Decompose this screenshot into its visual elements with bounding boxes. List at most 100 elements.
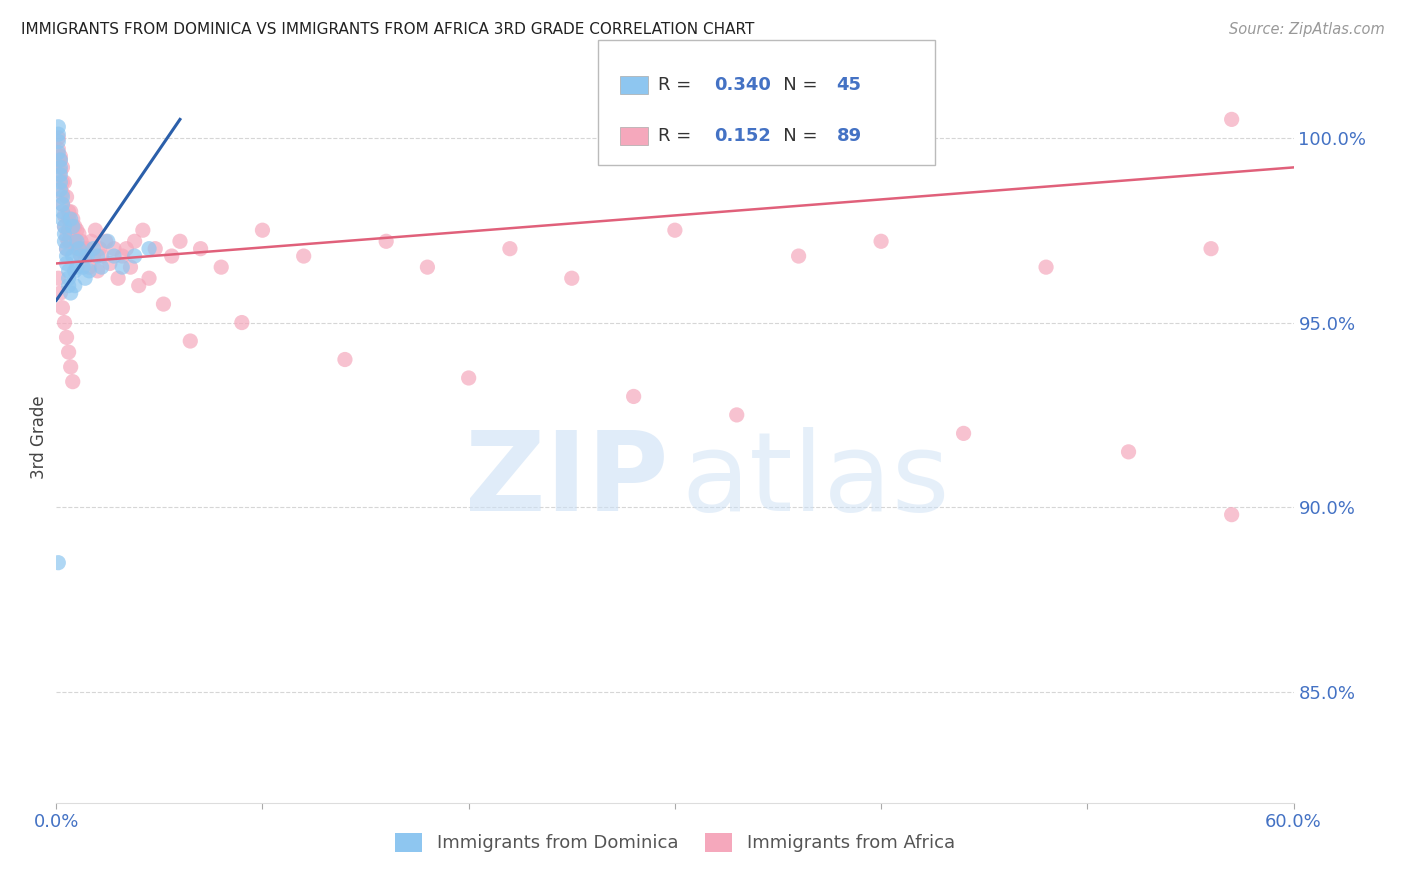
Point xyxy=(51,190,73,204)
Point xyxy=(55,249,77,263)
Point xyxy=(152,297,174,311)
Point xyxy=(94,235,117,249)
Legend: Immigrants from Dominica, Immigrants from Africa: Immigrants from Dominica, Immigrants fro… xyxy=(388,826,962,860)
Point xyxy=(86,264,108,278)
Point xyxy=(82,242,104,256)
Point xyxy=(49,153,72,167)
Point xyxy=(77,260,100,274)
Point xyxy=(70,249,93,263)
Point xyxy=(111,260,134,274)
Point xyxy=(75,271,97,285)
Text: Source: ZipAtlas.com: Source: ZipAtlas.com xyxy=(1229,22,1385,37)
Point xyxy=(58,264,80,278)
Point xyxy=(72,260,94,274)
Point xyxy=(55,230,77,244)
Point xyxy=(62,227,84,241)
Point xyxy=(86,249,108,263)
Point xyxy=(55,242,77,256)
Point xyxy=(66,260,89,274)
Point xyxy=(53,316,76,330)
Text: 89: 89 xyxy=(837,128,862,145)
Point xyxy=(62,249,84,263)
Point xyxy=(51,197,73,211)
Point xyxy=(62,219,84,234)
Point xyxy=(63,278,86,293)
Point xyxy=(90,249,112,263)
Point xyxy=(120,260,142,274)
Point xyxy=(89,242,111,256)
Point xyxy=(375,235,398,249)
Point xyxy=(55,190,77,204)
Point xyxy=(62,212,84,227)
Point xyxy=(53,209,76,223)
Text: R =: R = xyxy=(658,128,697,145)
Point xyxy=(1035,260,1057,274)
Point xyxy=(952,426,974,441)
Point xyxy=(143,242,166,256)
Point xyxy=(51,197,73,211)
Text: 0.340: 0.340 xyxy=(714,76,770,94)
Point xyxy=(115,242,138,256)
Point xyxy=(107,271,129,285)
Point xyxy=(132,223,155,237)
Point xyxy=(46,135,69,149)
Point xyxy=(499,242,522,256)
Point xyxy=(59,204,82,219)
Point xyxy=(58,278,80,293)
Point xyxy=(59,359,82,374)
Point xyxy=(787,249,810,263)
Text: N =: N = xyxy=(766,76,824,94)
Point xyxy=(49,153,72,167)
Point xyxy=(111,249,134,263)
Point xyxy=(67,242,90,256)
Point xyxy=(561,271,583,285)
Point xyxy=(66,223,89,237)
Point xyxy=(58,204,80,219)
Point xyxy=(160,249,183,263)
Point xyxy=(46,271,69,285)
Point xyxy=(59,285,82,300)
Point xyxy=(63,235,86,249)
Point xyxy=(76,249,98,263)
Point xyxy=(58,345,80,359)
Y-axis label: 3rd Grade: 3rd Grade xyxy=(30,395,48,479)
Point xyxy=(46,556,69,570)
Text: IMMIGRANTS FROM DOMINICA VS IMMIGRANTS FROM AFRICA 3RD GRADE CORRELATION CHART: IMMIGRANTS FROM DOMINICA VS IMMIGRANTS F… xyxy=(21,22,755,37)
Point xyxy=(124,235,146,249)
Point xyxy=(870,235,893,249)
Text: ZIP: ZIP xyxy=(465,427,669,534)
Point xyxy=(53,175,76,189)
Point xyxy=(66,242,89,256)
Point xyxy=(77,264,100,278)
Point xyxy=(252,223,274,237)
Point xyxy=(49,164,72,178)
Point xyxy=(76,242,98,256)
Point xyxy=(53,219,76,234)
Point xyxy=(55,242,77,256)
Point xyxy=(55,330,77,344)
Point xyxy=(49,161,72,175)
Point xyxy=(138,271,160,285)
Point xyxy=(51,186,73,201)
Point xyxy=(59,219,82,234)
Point xyxy=(67,242,90,256)
Point xyxy=(1118,445,1140,459)
Point xyxy=(103,249,125,263)
Point xyxy=(333,352,356,367)
Point xyxy=(58,235,80,249)
Point xyxy=(51,161,73,175)
Point xyxy=(51,204,73,219)
Point xyxy=(97,235,120,249)
Point xyxy=(58,212,80,227)
Point xyxy=(664,223,686,237)
Text: atlas: atlas xyxy=(681,427,949,534)
Point xyxy=(72,242,94,256)
Point xyxy=(1199,242,1222,256)
Point xyxy=(63,264,86,278)
Point xyxy=(46,120,69,134)
Point xyxy=(55,256,77,270)
Point xyxy=(59,235,82,249)
Point xyxy=(49,183,72,197)
Point xyxy=(90,260,112,274)
Point xyxy=(84,223,107,237)
